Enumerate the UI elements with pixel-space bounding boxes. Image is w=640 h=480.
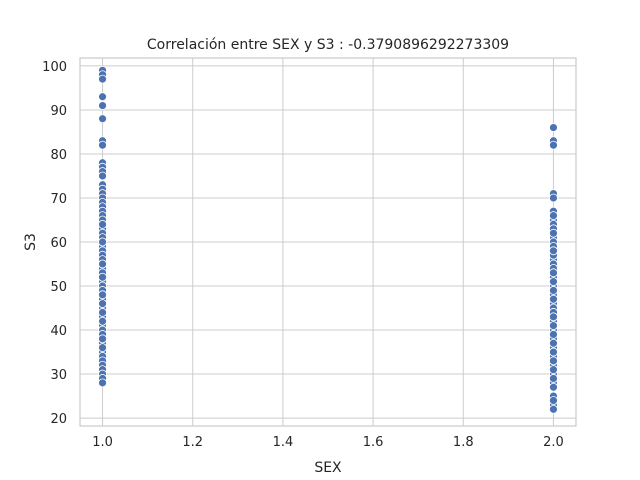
y-tick-label: 50 <box>50 280 67 295</box>
x-tick-label: 1.6 <box>363 435 384 450</box>
data-point <box>549 365 558 375</box>
x-tick-label: 1.2 <box>182 435 203 450</box>
y-tick-label: 30 <box>50 368 67 383</box>
data-point <box>98 290 107 300</box>
x-tick-label: 1.4 <box>273 435 294 450</box>
x-axis-label: SEX <box>314 460 342 476</box>
data-point <box>549 294 558 304</box>
data-point <box>549 228 558 238</box>
y-tick-label: 40 <box>50 324 67 339</box>
data-point <box>98 259 107 269</box>
data-point <box>98 171 107 181</box>
data-point <box>549 193 558 203</box>
data-point <box>98 237 107 247</box>
data-point <box>98 74 107 84</box>
data-point <box>98 272 107 282</box>
data-point <box>549 382 558 392</box>
plot-frame <box>79 57 577 427</box>
y-axis-label: S3 <box>23 233 39 251</box>
data-point <box>549 330 558 339</box>
data-point <box>98 219 107 229</box>
x-tick-label: 1.0 <box>92 435 113 450</box>
data-point <box>549 277 558 287</box>
data-point <box>98 334 107 344</box>
data-point <box>549 374 558 383</box>
data-point <box>549 286 558 295</box>
data-point <box>98 114 107 124</box>
data-point <box>549 123 558 132</box>
data-point <box>549 312 558 322</box>
data-point <box>549 396 558 405</box>
data-point <box>98 140 107 150</box>
data-point <box>549 140 558 150</box>
data-points <box>98 65 558 414</box>
y-tick-label: 70 <box>50 192 67 207</box>
x-tick-label: 2.0 <box>543 435 564 450</box>
data-point <box>98 299 107 309</box>
data-point <box>98 92 107 102</box>
data-point <box>549 356 558 366</box>
tick-labels: 1.0 1.2 1.4 1.6 1.8 2.0 20 30 40 50 60 70 80 90 100 <box>42 60 564 450</box>
x-tick-label: 1.8 <box>453 435 474 450</box>
data-point <box>549 321 558 331</box>
data-point <box>549 404 558 414</box>
data-point <box>549 211 558 220</box>
y-tick-label: 80 <box>50 148 67 163</box>
y-tick-label: 20 <box>50 412 67 427</box>
y-tick-label: 100 <box>42 60 67 75</box>
data-point <box>549 268 558 278</box>
data-point <box>98 343 107 353</box>
data-point <box>98 101 107 110</box>
data-point <box>549 347 558 357</box>
data-point <box>549 338 558 348</box>
chart-title: Correlación entre SEX y S3 : -0.37908962… <box>147 37 509 53</box>
grid <box>80 58 576 426</box>
y-tick-label: 90 <box>50 104 67 119</box>
data-point <box>98 316 107 326</box>
data-point <box>98 308 107 317</box>
y-tick-label: 60 <box>50 236 67 251</box>
data-point <box>549 246 558 256</box>
data-point <box>98 378 107 388</box>
